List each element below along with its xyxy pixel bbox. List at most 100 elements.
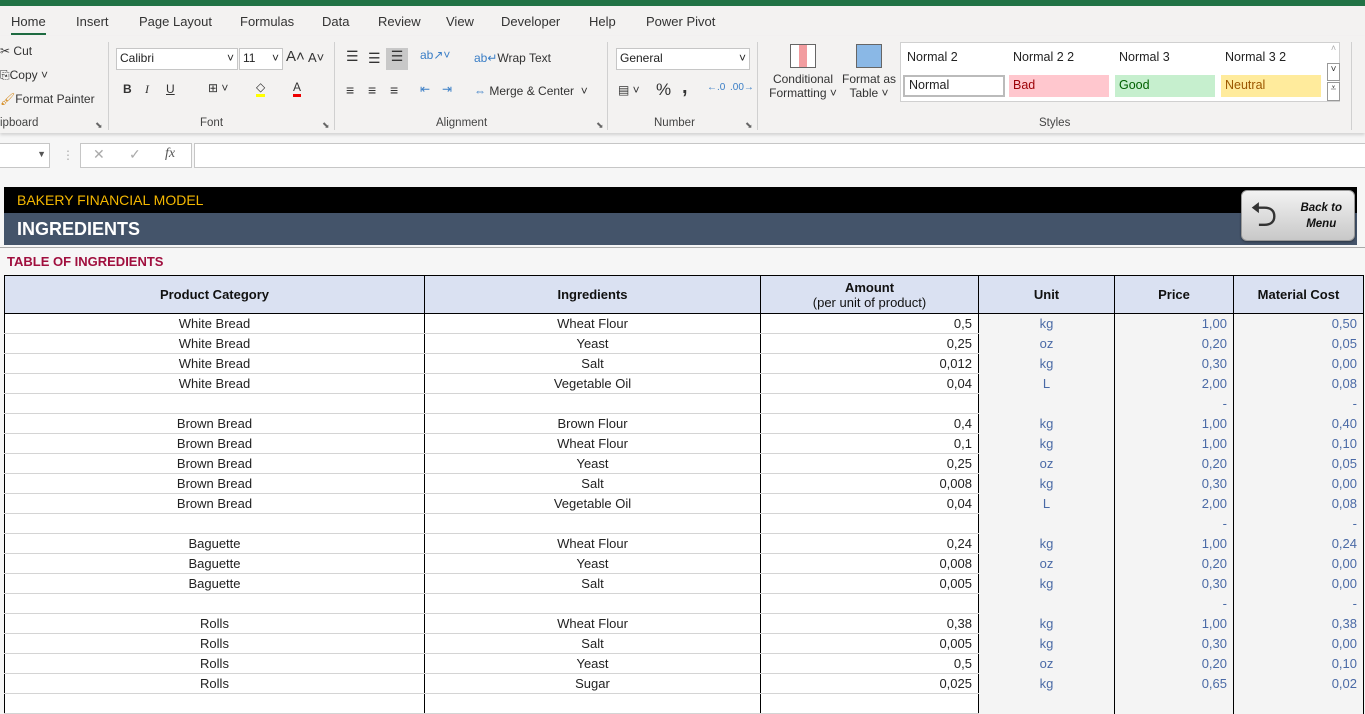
increase-decimal-icon[interactable]: ←.0 [707,82,726,93]
ingredient-cell[interactable]: Yeast [424,333,761,354]
price-cell[interactable]: - [1114,513,1234,534]
comma-button[interactable]: , [682,76,688,98]
ingredient-cell[interactable]: Wheat Flour [424,533,761,554]
amount-cell[interactable]: 0,005 [760,573,979,594]
insert-function-icon[interactable]: fx [165,146,176,161]
increase-indent-icon[interactable]: ⇥ [442,82,453,96]
material-cost-cell[interactable] [1233,693,1364,714]
amount-cell[interactable]: 0,5 [760,313,979,334]
format-as-table-button[interactable]: Format as Table ˅ [840,44,898,100]
ingredient-cell[interactable]: Brown Flour [424,413,761,434]
align-left-icon[interactable]: ≡ [346,82,355,98]
style-bad[interactable]: Bad [1009,75,1109,97]
unit-cell[interactable]: kg [978,413,1115,434]
price-cell[interactable]: 1,00 [1114,313,1234,334]
unit-cell[interactable]: kg [978,673,1115,694]
format-painter-button[interactable]: 🖌Format Painter [0,92,95,106]
unit-cell[interactable]: kg [978,433,1115,454]
product-category-cell[interactable]: Brown Bread [4,473,425,494]
material-cost-cell[interactable]: 0,05 [1233,333,1364,354]
price-cell[interactable]: 2,00 [1114,373,1234,394]
accounting-format-icon[interactable]: ▤ ˅ [618,83,640,97]
formula-input[interactable] [194,143,1365,168]
amount-cell[interactable]: 0,5 [760,653,979,674]
cancel-icon[interactable]: ✕ [93,146,105,162]
unit-cell[interactable]: oz [978,653,1115,674]
material-cost-cell[interactable]: 0,08 [1233,373,1364,394]
percent-button[interactable]: % [656,80,672,99]
product-category-cell[interactable]: Rolls [4,653,425,674]
amount-cell[interactable]: 0,005 [760,633,979,654]
shrink-font-icon[interactable]: A˅ [308,50,325,65]
italic-button[interactable]: I [145,82,149,96]
material-cost-cell[interactable]: 0,38 [1233,613,1364,634]
material-cost-cell[interactable]: 0,00 [1233,353,1364,374]
back-to-menu-button[interactable]: ⮌ Back to Menu [1241,190,1355,241]
tab-help[interactable]: Help [589,14,616,29]
material-cost-cell[interactable]: 0,10 [1233,433,1364,454]
font-size-select[interactable]: 11 ˅ [239,48,283,70]
price-cell[interactable]: 0,30 [1114,473,1234,494]
unit-cell[interactable] [978,593,1115,614]
amount-cell[interactable]: 0,25 [760,333,979,354]
ingredient-cell[interactable]: Salt [424,473,761,494]
ingredient-cell[interactable]: Salt [424,573,761,594]
ingredient-cell[interactable]: Yeast [424,653,761,674]
product-category-cell[interactable]: Brown Bread [4,453,425,474]
tab-formulas[interactable]: Formulas [240,14,295,29]
product-category-cell[interactable] [4,593,425,614]
amount-cell[interactable] [760,513,979,534]
gallery-more-icon[interactable]: ⩡ [1327,82,1340,101]
copy-button[interactable]: ⎘Copy ˅ [0,68,48,82]
material-cost-cell[interactable]: 0,10 [1233,653,1364,674]
amount-cell[interactable]: 0,38 [760,613,979,634]
style-normal[interactable]: Normal [903,75,1005,97]
unit-cell[interactable]: kg [978,573,1115,594]
unit-cell[interactable]: L [978,493,1115,514]
product-category-cell[interactable]: Rolls [4,673,425,694]
tab-data[interactable]: Data [322,14,350,29]
price-cell[interactable]: 0,20 [1114,453,1234,474]
product-category-cell[interactable]: White Bread [4,353,425,374]
amount-cell[interactable]: 0,012 [760,353,979,374]
tab-view[interactable]: View [446,14,474,29]
enter-icon[interactable]: ✓ [129,146,141,162]
bottom-align-icon[interactable]: ☰ [386,48,408,70]
gallery-up-icon[interactable]: ˄ [1330,43,1337,53]
style-good[interactable]: Good [1115,75,1215,97]
align-right-icon[interactable]: ≡ [390,82,399,98]
unit-cell[interactable]: kg [978,353,1115,374]
material-cost-cell[interactable]: 0,02 [1233,673,1364,694]
unit-cell[interactable] [978,393,1115,414]
amount-cell[interactable] [760,593,979,614]
amount-cell[interactable]: 0,008 [760,553,979,574]
material-cost-cell[interactable]: 0,00 [1233,553,1364,574]
price-cell[interactable]: - [1114,593,1234,614]
material-cost-cell[interactable]: - [1233,393,1364,414]
material-cost-cell[interactable]: 0,40 [1233,413,1364,434]
grow-font-icon[interactable]: A˄ [286,48,305,65]
tab-page-layout[interactable]: Page Layout [139,14,213,29]
product-category-cell[interactable]: Rolls [4,633,425,654]
name-box[interactable]: ▼ [0,143,50,168]
material-cost-cell[interactable]: 0,05 [1233,453,1364,474]
unit-cell[interactable]: kg [978,613,1115,634]
underline-button[interactable]: U [166,82,175,96]
price-cell[interactable]: 1,00 [1114,533,1234,554]
conditional-formatting-button[interactable]: Conditional Formatting ˅ [768,44,838,100]
top-align-icon[interactable]: ☰ [346,48,359,64]
gallery-down-icon[interactable]: ˅ [1327,63,1340,81]
product-category-cell[interactable]: Brown Bread [4,493,425,514]
font-launcher-icon[interactable]: ⬊ [322,120,330,130]
amount-cell[interactable] [760,693,979,714]
ingredient-cell[interactable] [424,693,761,714]
font-name-select[interactable]: Calibri ˅ [116,48,238,70]
product-category-cell[interactable] [4,693,425,714]
price-cell[interactable]: 1,00 [1114,613,1234,634]
price-cell[interactable]: 0,65 [1114,673,1234,694]
unit-cell[interactable] [978,693,1115,714]
tab-insert[interactable]: Insert [76,14,109,29]
decrease-indent-icon[interactable]: ⇤ [420,82,431,96]
material-cost-cell[interactable]: 0,00 [1233,573,1364,594]
style-normal-3-2[interactable]: Normal 3 2 [1225,50,1287,64]
